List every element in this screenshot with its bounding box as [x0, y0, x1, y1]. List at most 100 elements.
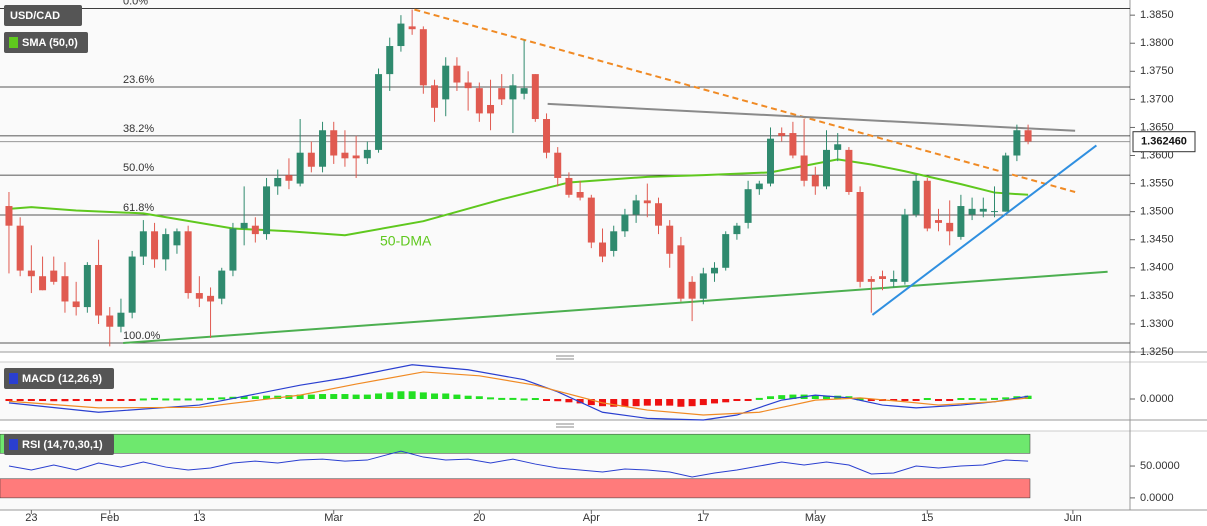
- candle-body: [957, 206, 965, 237]
- rsi-label: RSI (14,70,30,1): [22, 439, 103, 451]
- trend-line: [547, 102, 1076, 132]
- macd-swatch: [9, 373, 18, 384]
- candle-body: [431, 85, 439, 108]
- candle-body: [296, 152, 304, 184]
- histogram-bar: [263, 395, 271, 400]
- symbol-box[interactable]: [4, 5, 82, 26]
- candle-body: [643, 200, 651, 204]
- candle-body: [341, 152, 349, 159]
- histogram-bar: [106, 399, 114, 402]
- candle-body: [464, 82, 472, 89]
- histogram-bar: [554, 399, 562, 402]
- candle-body: [666, 225, 674, 254]
- x-tick-label: Jun: [1064, 512, 1082, 524]
- candle-body: [274, 177, 282, 187]
- histogram-bar: [464, 395, 472, 400]
- histogram-bar: [968, 398, 976, 401]
- candle-body: [27, 270, 35, 277]
- candle-body: [1013, 130, 1021, 156]
- histogram-bar: [576, 399, 584, 404]
- x-tick-label: 15: [921, 512, 933, 524]
- candle-body: [990, 211, 998, 213]
- candle-body: [229, 228, 237, 271]
- histogram-bar: [688, 399, 696, 407]
- histogram-bar: [744, 399, 752, 402]
- candle-body: [1024, 130, 1032, 142]
- sma-annotation: 50-DMA: [380, 233, 432, 249]
- histogram-bar: [621, 399, 629, 407]
- candle-body: [307, 152, 315, 167]
- rsi-box[interactable]: [4, 434, 114, 455]
- histogram-bar: [811, 395, 819, 400]
- histogram-bar: [251, 396, 259, 400]
- candle-body: [979, 208, 987, 212]
- y-tick-label: 1.3400: [1140, 262, 1174, 274]
- candle-body: [251, 225, 259, 235]
- histogram-bar: [419, 392, 427, 400]
- candle-body: [946, 222, 954, 232]
- resize-handle[interactable]: [556, 355, 574, 360]
- histogram-bar: [240, 396, 248, 400]
- candle-body: [117, 312, 125, 327]
- candle-body: [778, 133, 786, 136]
- x-tick-label: 13: [193, 512, 205, 524]
- candle-body: [901, 214, 909, 282]
- histogram-bar: [173, 398, 181, 401]
- candle-body: [968, 208, 976, 215]
- candle-body: [475, 88, 483, 114]
- candle-body: [16, 225, 24, 271]
- x-tick-label: Apr: [583, 512, 600, 524]
- x-tick-label: Mar: [324, 512, 343, 524]
- candle-body: [319, 130, 327, 167]
- resize-handle[interactable]: [556, 423, 574, 428]
- sma-box[interactable]: [4, 32, 88, 53]
- candle-body: [934, 220, 942, 223]
- y-tick-label: 1.3800: [1140, 37, 1174, 49]
- candle-body: [789, 133, 797, 156]
- candle-body: [509, 85, 517, 100]
- candle-body: [263, 186, 271, 235]
- x-tick-label: 17: [697, 512, 709, 524]
- y-tick-label: 1.3550: [1140, 177, 1174, 189]
- histogram-bar: [117, 399, 125, 402]
- candle-body: [587, 197, 595, 243]
- histogram-bar: [162, 398, 170, 401]
- histogram-bar: [789, 394, 797, 400]
- current-price-box: [1132, 131, 1196, 153]
- histogram-bar: [632, 399, 640, 407]
- histogram-bar: [498, 397, 506, 400]
- candle-body: [184, 231, 192, 294]
- histogram-bar: [890, 399, 898, 402]
- candle-body: [285, 175, 293, 181]
- histogram-bar: [218, 397, 226, 400]
- candle-body: [1002, 155, 1010, 212]
- histogram-bar: [979, 398, 987, 401]
- macd-line: [8, 364, 1029, 421]
- y-tick-label: 1.3600: [1140, 149, 1174, 161]
- histogram-bar: [823, 395, 831, 400]
- macd-box[interactable]: [4, 368, 114, 389]
- candle-body: [632, 200, 640, 215]
- candle-body: [610, 231, 618, 251]
- histogram-bar: [543, 399, 551, 402]
- histogram-bar: [912, 399, 920, 402]
- macd-panel: [0, 362, 1130, 420]
- candle-body: [711, 267, 719, 274]
- fib-label: 23.6%: [123, 74, 154, 86]
- candle-body: [599, 242, 607, 257]
- candle-body: [655, 203, 663, 226]
- candle-body: [554, 152, 562, 178]
- histogram-bar: [733, 399, 741, 402]
- candle-body: [565, 177, 573, 195]
- candle-body: [162, 234, 170, 260]
- histogram-bar: [151, 397, 159, 400]
- candle-body: [375, 74, 383, 150]
- histogram-bar: [352, 394, 360, 400]
- histogram-bar: [386, 392, 394, 400]
- candle-body: [543, 119, 551, 153]
- candle-body: [531, 74, 539, 120]
- candle-body: [207, 295, 215, 302]
- histogram-bar: [319, 394, 327, 400]
